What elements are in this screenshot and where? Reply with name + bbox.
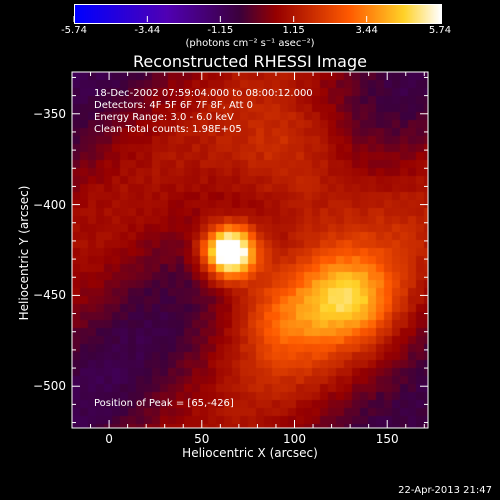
- colorbar-units-label: (photons cm⁻² s⁻¹ asec⁻²): [185, 38, 315, 49]
- colorbar-ticks: -5.74 -3.44 -1.15 1.15 3.44 5.74: [0, 0, 500, 40]
- y-axis-label: Heliocentric Y (arcsec): [17, 185, 31, 321]
- colorbar-tick-label: 5.74: [428, 25, 452, 36]
- footer-timestamp: 22-Apr-2013 21:47: [398, 485, 492, 496]
- colorbar: [74, 4, 442, 24]
- x-tick-label: 50: [194, 432, 210, 446]
- colorbar-tick-label: 1.15: [282, 25, 305, 36]
- colorbar-tick-marks: [73, 16, 441, 22]
- energy-range-annotation: Energy Range: 3.0 - 6.0 keV: [94, 112, 234, 123]
- time-range-annotation: 18-Dec-2002 07:59:04.000 to 08:00:12.000: [94, 88, 313, 99]
- x-tick-label: 0: [105, 432, 113, 446]
- colorbar-tick-label: -1.15: [207, 25, 234, 36]
- x-tick-label: 100: [283, 432, 306, 446]
- colorbar-tick-label: -3.44: [134, 25, 161, 36]
- y-tick-label: −500: [33, 379, 66, 394]
- y-tick-label: −400: [33, 197, 66, 212]
- heatmap-image: [72, 72, 428, 428]
- plot-frame: [71, 71, 429, 429]
- y-tick-label: −450: [33, 288, 66, 303]
- x-tick-label: 150: [375, 432, 399, 446]
- peak-position-annotation: Position of Peak = [65,-426]: [94, 398, 234, 409]
- colorbar-tick-label: -5.74: [61, 25, 87, 36]
- total-counts-annotation: Clean Total counts: 1.98E+05: [94, 124, 242, 135]
- y-tick-label: −350: [33, 106, 66, 121]
- detectors-annotation: Detectors: 4F 5F 6F 7F 8F, Att 0: [94, 100, 254, 111]
- x-axis-label: Heliocentric X (arcsec): [182, 446, 318, 460]
- colorbar-tick-label: 3.44: [355, 25, 378, 36]
- chart-title: Reconstructed RHESSI Image: [133, 52, 367, 71]
